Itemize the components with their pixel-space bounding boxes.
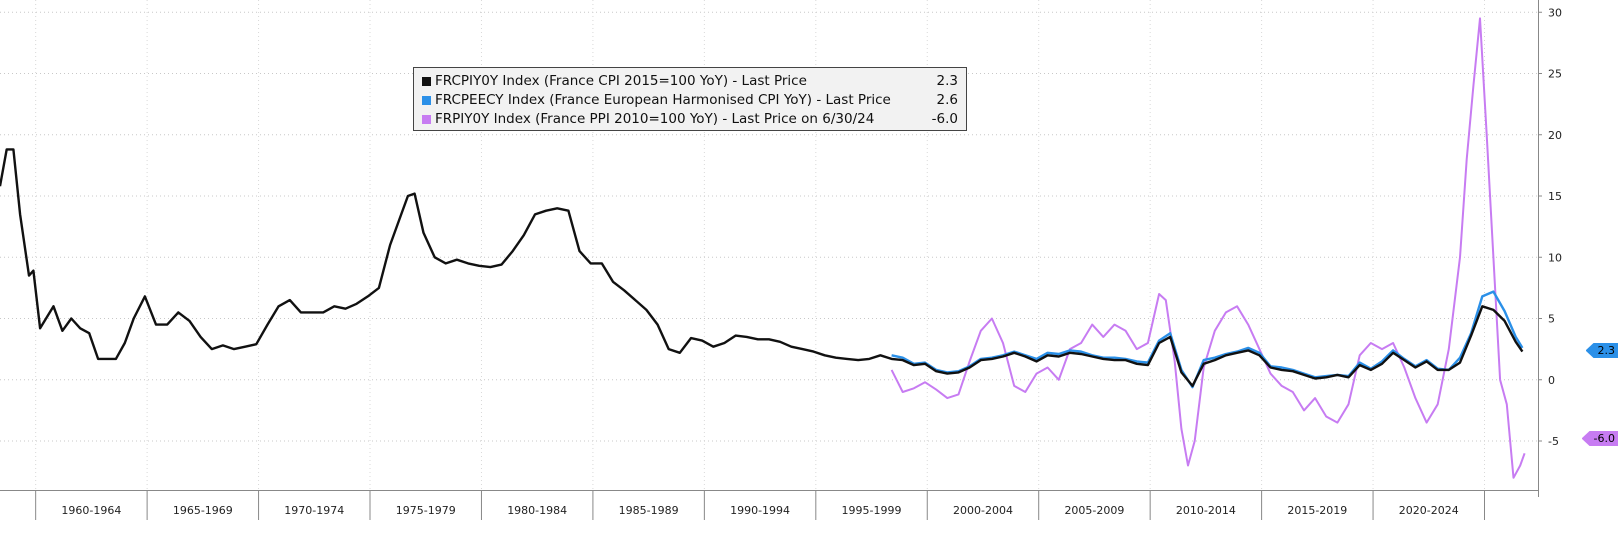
series-line-hicp <box>891 290 1524 389</box>
y-tick-label: 5 <box>1548 313 1555 326</box>
legend: FRCPIY0Y Index (France CPI 2015=100 YoY)… <box>413 67 967 131</box>
legend-label-ppi: FRPIY0Y Index (France PPI 2010=100 YoY) … <box>435 111 875 127</box>
x-tick-label: 2000-2004 <box>953 504 1013 517</box>
legend-item-ppi: FRPIY0Y Index (France PPI 2010=100 YoY) … <box>422 110 958 129</box>
legend-value-ppi: -6.0 <box>931 111 958 127</box>
series-line-cpi <box>0 148 1524 388</box>
y-tick-label: -5 <box>1548 435 1559 448</box>
legend-value-hicp: 2.6 <box>936 92 958 108</box>
x-tick-label: 1965-1969 <box>173 504 233 517</box>
x-tick-label: 2010-2014 <box>1176 504 1236 517</box>
series-line-ppi <box>890 17 1526 479</box>
legend-item-hicp: FRCPEECY Index (France European Harmonis… <box>422 91 958 110</box>
y-ticks: -5 0 5 10 15 20 25 30 <box>1538 6 1562 448</box>
legend-swatch-ppi <box>422 115 431 124</box>
last-value-tag-cpi: 2.3 <box>1585 343 1618 358</box>
x-tick-label: 1970-1974 <box>284 504 344 517</box>
axes <box>0 0 1539 497</box>
y-tick-label: 20 <box>1548 129 1562 142</box>
y-tick-label: 15 <box>1548 190 1562 203</box>
legend-label-hicp: FRCPEECY Index (France European Harmonis… <box>435 92 891 108</box>
y-tick-label: 0 <box>1548 374 1555 387</box>
legend-item-cpi: FRCPIY0Y Index (France CPI 2015=100 YoY)… <box>422 72 958 91</box>
y-tick-label: 10 <box>1548 251 1562 264</box>
legend-swatch-hicp <box>422 96 431 105</box>
x-tick-label: 1960-1964 <box>61 504 121 517</box>
legend-swatch-cpi <box>422 77 431 86</box>
series-layer <box>0 17 1526 479</box>
legend-value-cpi: 2.3 <box>936 73 958 89</box>
x-tick-label: 1990-1994 <box>730 504 790 517</box>
x-ticks: 1960-1964 1965-1969 1970-1974 1975-1979 1980… <box>35 490 1486 520</box>
x-tick-label: 2020-2024 <box>1399 504 1459 517</box>
legend-label-cpi: FRCPIY0Y Index (France CPI 2015=100 YoY)… <box>435 73 807 89</box>
last-value-tag-ppi: -6.0 <box>1581 431 1618 446</box>
x-tick-label: 2015-2019 <box>1287 504 1347 517</box>
x-tick-label: 1985-1989 <box>619 504 679 517</box>
x-tick-label: 2005-2009 <box>1064 504 1124 517</box>
y-tick-label: 25 <box>1548 68 1562 81</box>
x-tick-label: 1980-1984 <box>507 504 567 517</box>
x-tick-label: 1995-1999 <box>842 504 902 517</box>
y-tick-label: 30 <box>1548 6 1562 19</box>
x-tick-label: 1975-1979 <box>396 504 456 517</box>
